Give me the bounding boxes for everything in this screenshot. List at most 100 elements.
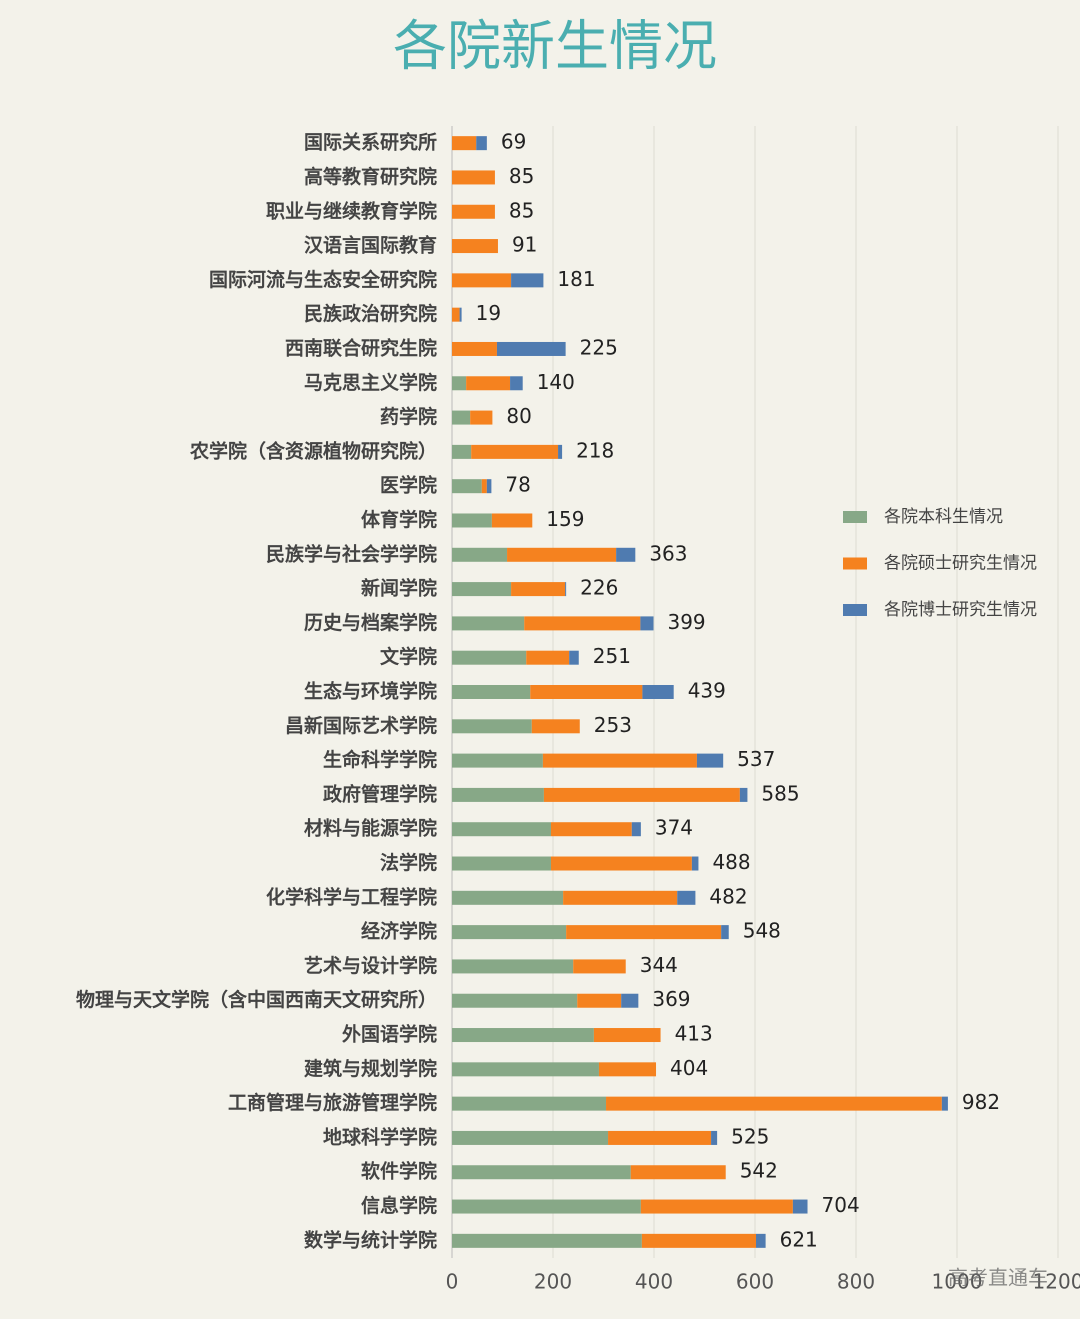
total-label: 482 [709, 884, 747, 908]
bar-segment [452, 582, 512, 597]
bar-segment [550, 822, 632, 837]
total-label: 181 [557, 267, 595, 291]
total-label: 218 [576, 438, 614, 462]
bar-segment [452, 856, 551, 871]
x-tick-label: 200 [534, 1270, 572, 1294]
bar-segment [452, 822, 551, 837]
bar-segment [510, 376, 523, 391]
bar-segment [550, 856, 692, 871]
y-tick-label: 化学科学与工程学院 [266, 885, 437, 908]
bar-segment [792, 1199, 808, 1214]
legend-swatch [843, 557, 867, 570]
y-tick-label: 国际河流与生态安全研究院 [209, 268, 437, 291]
bar-segment [452, 616, 525, 631]
total-label: 69 [501, 130, 526, 154]
bar-segment [452, 753, 543, 768]
total-label: 399 [667, 610, 705, 634]
bar-segment [542, 753, 697, 768]
bar-segment [569, 650, 579, 665]
bar-segment [739, 787, 748, 802]
bar-segment [531, 719, 580, 734]
x-tick-label: 1000 [932, 1270, 983, 1294]
bar-segment [566, 925, 722, 940]
bar-segment [756, 1233, 766, 1248]
bar-segment [721, 925, 729, 940]
total-label: 525 [731, 1124, 769, 1148]
y-tick-label: 民族政治研究院 [304, 302, 437, 325]
y-tick-label: 物理与天文学院（含中国西南天文研究所） [76, 988, 437, 1011]
y-tick-label: 经济学院 [361, 920, 437, 943]
total-label: 140 [537, 370, 575, 394]
bar-segment [452, 787, 544, 802]
total-label: 225 [580, 335, 618, 359]
chart-title: 各院新生情况 [393, 15, 717, 78]
y-tick-label: 政府管理学院 [323, 782, 437, 805]
bar-segment [573, 959, 626, 974]
bar-segment [452, 479, 482, 494]
bar-segment [565, 582, 567, 597]
y-tick-label: 材料与能源学院 [304, 817, 437, 840]
bar-segment [558, 444, 563, 459]
y-tick-label: 信息学院 [361, 1194, 437, 1217]
y-tick-label: 医学院 [380, 474, 437, 497]
bar-segment [471, 444, 559, 459]
bar-segment [452, 307, 460, 322]
bar-segment [452, 341, 497, 356]
y-tick-label: 体育学院 [361, 508, 437, 531]
legend-swatch [843, 511, 867, 523]
bar-segment [691, 856, 699, 871]
bar-segment [640, 1199, 793, 1214]
y-tick-label: 马克思主义学院 [304, 371, 437, 394]
y-tick-label: 数学与统计学院 [304, 1228, 437, 1251]
bar-segment [476, 136, 487, 151]
legend-swatch [843, 604, 867, 616]
bar-segment [452, 890, 564, 905]
bar-segment [621, 993, 639, 1008]
y-tick-label: 法学院 [380, 851, 437, 874]
bar-segment [511, 273, 544, 288]
bar-segment [452, 547, 508, 562]
total-label: 19 [476, 301, 501, 325]
legend-label: 各院博士研究生情况 [884, 600, 1037, 620]
bar-segment [491, 513, 533, 528]
total-label: 374 [655, 816, 693, 840]
bar-segment [530, 685, 643, 699]
total-label: 344 [640, 953, 678, 977]
total-label: 91 [512, 233, 537, 257]
bar-segment [543, 787, 740, 802]
bar-segment [941, 1096, 948, 1111]
x-tick-label: 600 [736, 1270, 774, 1294]
x-tick-label: 400 [635, 1270, 673, 1294]
bar-segment [640, 616, 654, 631]
total-label: 548 [743, 919, 781, 943]
total-label: 251 [593, 644, 631, 668]
y-tick-label: 地球科学学院 [323, 1125, 437, 1148]
legend-label: 各院硕士研究生情况 [884, 554, 1037, 574]
bar-segment [696, 753, 724, 768]
bar-segment [526, 650, 570, 665]
total-label: 621 [780, 1227, 818, 1251]
bar-segment [452, 1199, 641, 1214]
total-label: 404 [670, 1056, 708, 1080]
total-label: 413 [675, 1022, 713, 1046]
bar-segment [577, 993, 622, 1008]
bar-segment [459, 307, 462, 322]
watermark: 高考直通车 [948, 1266, 1048, 1290]
total-label: 159 [546, 507, 584, 531]
bar-segment [711, 1130, 718, 1145]
bar-segment [598, 1062, 657, 1077]
bar-segment [452, 1028, 594, 1043]
total-label: 439 [688, 679, 726, 703]
bar-segment [511, 582, 566, 597]
bar-segment [466, 376, 511, 391]
bar-segment [608, 1130, 712, 1145]
bar-segment [524, 616, 641, 631]
x-tick-label: 1200 [1033, 1270, 1080, 1294]
bar-segment [642, 685, 674, 699]
total-label: 704 [822, 1193, 860, 1217]
bar-segment [616, 547, 636, 562]
bar-segment [452, 959, 574, 974]
y-tick-label: 民族学与社会学学院 [266, 542, 437, 565]
y-tick-label: 汉语言国际教育 [304, 234, 437, 257]
bar-segment [452, 1130, 609, 1145]
